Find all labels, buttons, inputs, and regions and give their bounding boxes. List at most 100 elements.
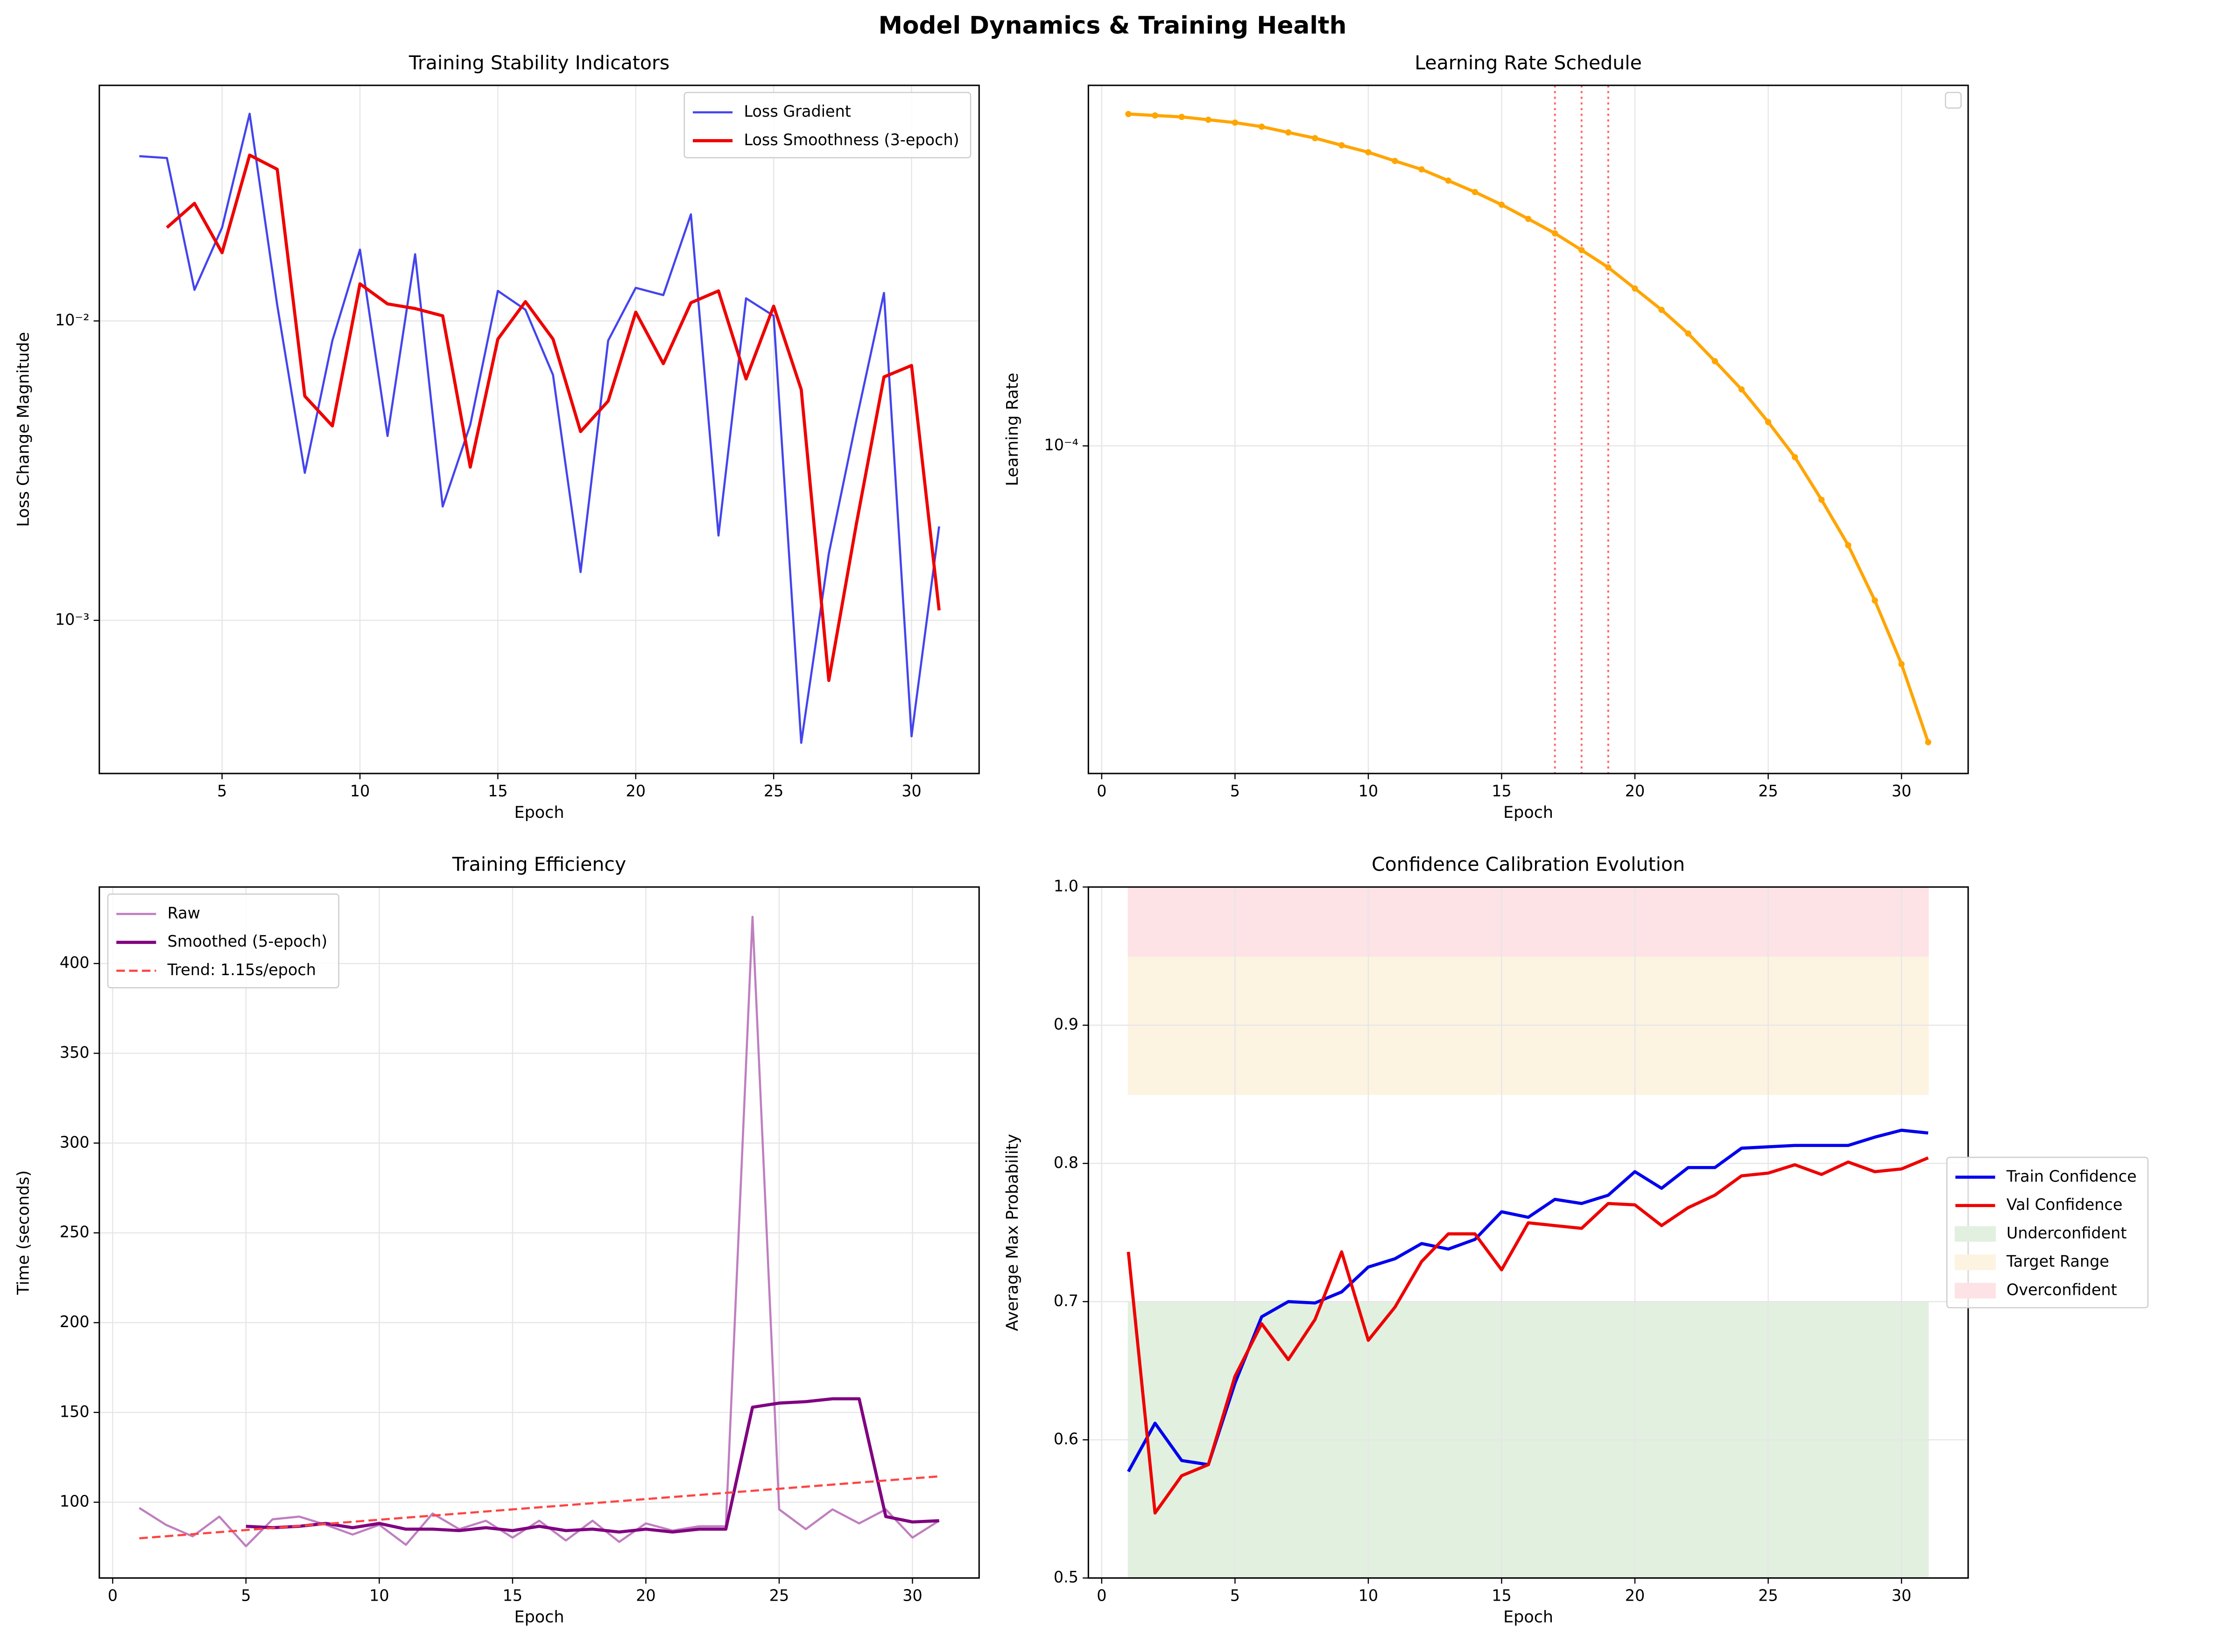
legend-box — [1946, 1157, 2149, 1308]
legend-label: Loss Gradient — [744, 102, 851, 120]
point-marker — [1418, 166, 1425, 173]
point-marker — [1472, 189, 1479, 196]
point-marker — [1125, 111, 1132, 117]
point-marker — [1738, 386, 1745, 393]
y-tick-label: 10⁻⁴ — [1044, 436, 1078, 454]
axes-frame — [99, 886, 980, 1579]
legend-label: Raw — [168, 904, 200, 922]
y-tick-label: 0.7 — [1054, 1292, 1078, 1310]
y-axis-label: Time (seconds) — [14, 1170, 33, 1295]
series-line — [1127, 1128, 1929, 1473]
series-line — [166, 153, 941, 682]
series-line — [1127, 1156, 1929, 1515]
x-tick-label: 25 — [769, 1586, 789, 1604]
x-tick-label: 25 — [1758, 782, 1778, 800]
legend: Loss Gradient Loss Smoothness (3-epoch) — [683, 91, 972, 159]
y-tick-label: 0.8 — [1054, 1153, 1078, 1172]
point-marker — [1765, 419, 1772, 425]
point-marker — [1258, 123, 1265, 130]
y-axis-label: Learning Rate — [1003, 373, 1022, 486]
x-tick-label: 25 — [1758, 1586, 1778, 1604]
subplot-title: Confidence Calibration Evolution — [1372, 853, 1685, 876]
x-tick-label: 10 — [1359, 782, 1379, 800]
x-tick-label: 20 — [636, 1586, 656, 1604]
figure-title: Model Dynamics & Training Health — [879, 12, 1347, 40]
legend-label: Val Confidence — [2007, 1195, 2123, 1214]
legend-label: Target Range — [2006, 1252, 2109, 1271]
point-marker — [1445, 177, 1451, 184]
x-tick-label: 30 — [902, 1586, 922, 1604]
point-marker — [1338, 142, 1345, 148]
y-tick-label: 400 — [60, 954, 90, 972]
x-tick-label: 15 — [503, 1586, 523, 1604]
legend-label: Overconfident — [2007, 1280, 2117, 1299]
point-marker — [1525, 216, 1532, 222]
legend-label: Loss Smoothness (3-epoch) — [744, 131, 959, 149]
legend-label: Trend: 1.15s/epoch — [167, 961, 316, 979]
point-marker — [1711, 358, 1718, 365]
x-tick-label: 0 — [1097, 1586, 1106, 1604]
x-tick-label: 20 — [626, 782, 646, 800]
y-tick-label: 200 — [60, 1313, 90, 1331]
series-line — [246, 1397, 939, 1534]
point-marker — [1178, 113, 1185, 120]
legend-swatch — [1954, 1226, 1996, 1242]
x-axis-label: Epoch — [1503, 1608, 1553, 1627]
y-tick-label: 0.6 — [1054, 1430, 1078, 1448]
legend: Train Confidence Val Confidence Underconfi… — [1946, 1157, 2149, 1308]
point-marker — [1152, 112, 1158, 119]
x-tick-label: 5 — [1230, 782, 1240, 800]
x-tick-label: 15 — [488, 782, 508, 800]
point-marker — [1658, 307, 1665, 313]
x-tick-label: 20 — [1625, 782, 1645, 800]
x-tick-label: 30 — [901, 782, 922, 800]
point-marker — [1818, 496, 1825, 503]
x-axis-label: Epoch — [514, 1608, 564, 1627]
point-marker — [1365, 149, 1372, 155]
point-marker — [1685, 330, 1691, 337]
point-marker — [1552, 230, 1558, 237]
x-tick-label: 5 — [217, 782, 227, 800]
subplot: 0 5 10 15 20 25 30 10⁻⁴ Learning Rate Schedule Ep… — [1003, 51, 1969, 822]
y-axis-label: Average Max Probability — [1003, 1134, 1022, 1331]
x-tick-label: 25 — [764, 782, 784, 800]
point-marker — [1632, 285, 1638, 292]
subplot-title: Training Efficiency — [452, 853, 626, 876]
y-tick-label: 350 — [60, 1043, 90, 1061]
x-tick-label: 20 — [1625, 1586, 1645, 1604]
x-axis-label: Epoch — [1503, 803, 1553, 822]
x-tick-label: 30 — [1892, 1586, 1912, 1604]
y-tick-label: 10⁻³ — [55, 610, 90, 628]
y-axis-label: Loss Change Magnitude — [14, 332, 33, 527]
legend-box — [683, 91, 972, 159]
axes-frame — [99, 84, 980, 774]
series-line — [139, 112, 940, 744]
legend-box — [1944, 91, 1962, 109]
legend-box — [107, 893, 339, 989]
x-tick-label: 5 — [241, 1586, 251, 1604]
legend — [1944, 91, 1962, 109]
subplot-title: Training Stability Indicators — [408, 51, 669, 74]
series-line — [139, 915, 940, 1547]
y-tick-label: 300 — [60, 1133, 90, 1151]
y-tick-label: 10⁻² — [55, 311, 90, 329]
x-tick-label: 10 — [369, 1586, 389, 1604]
point-marker — [1898, 661, 1905, 668]
point-marker — [1232, 120, 1239, 126]
y-tick-label: 0.9 — [1054, 1015, 1078, 1033]
subplot: 5 10 15 20 25 30 10⁻³ 10⁻² Training Stability In… — [14, 51, 980, 822]
point-marker — [1392, 158, 1398, 164]
subplot: 0 5 10 15 20 25 30 100 150 200 250 300 350 400 Trainin… — [14, 853, 980, 1627]
x-tick-label: 30 — [1892, 782, 1912, 800]
point-marker — [1285, 129, 1292, 136]
x-tick-label: 5 — [1230, 1586, 1240, 1604]
legend-label: Smoothed (5-epoch) — [168, 932, 328, 950]
legend: Raw Smoothed (5-epoch) Trend: 1.15s/epoch — [107, 893, 339, 989]
point-marker — [1205, 116, 1211, 123]
band — [1127, 886, 1929, 957]
y-tick-label: 100 — [60, 1492, 90, 1511]
x-tick-label: 15 — [1492, 782, 1512, 800]
point-marker — [1312, 135, 1318, 141]
